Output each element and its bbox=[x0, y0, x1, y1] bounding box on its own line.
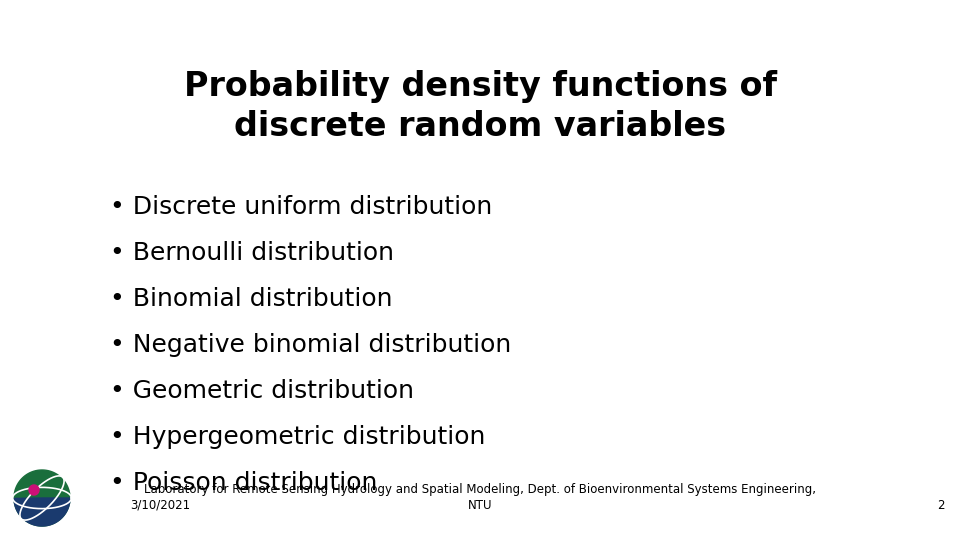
Text: • Bernoulli distribution: • Bernoulli distribution bbox=[110, 241, 394, 265]
Text: Probability density functions of
discrete random variables: Probability density functions of discret… bbox=[183, 70, 777, 143]
Text: • Poisson distribution: • Poisson distribution bbox=[110, 471, 377, 495]
Text: • Discrete uniform distribution: • Discrete uniform distribution bbox=[110, 195, 492, 219]
Text: 3/10/2021: 3/10/2021 bbox=[130, 499, 190, 512]
Polygon shape bbox=[14, 498, 70, 526]
Polygon shape bbox=[14, 470, 70, 526]
Text: Laboratory for Remote Sensing Hydrology and Spatial Modeling, Dept. of Bioenviro: Laboratory for Remote Sensing Hydrology … bbox=[144, 483, 816, 512]
Text: • Binomial distribution: • Binomial distribution bbox=[110, 287, 393, 311]
Text: • Geometric distribution: • Geometric distribution bbox=[110, 379, 414, 403]
Polygon shape bbox=[29, 485, 39, 495]
Text: 2: 2 bbox=[938, 499, 945, 512]
Text: • Hypergeometric distribution: • Hypergeometric distribution bbox=[110, 425, 486, 449]
Text: • Negative binomial distribution: • Negative binomial distribution bbox=[110, 333, 512, 357]
